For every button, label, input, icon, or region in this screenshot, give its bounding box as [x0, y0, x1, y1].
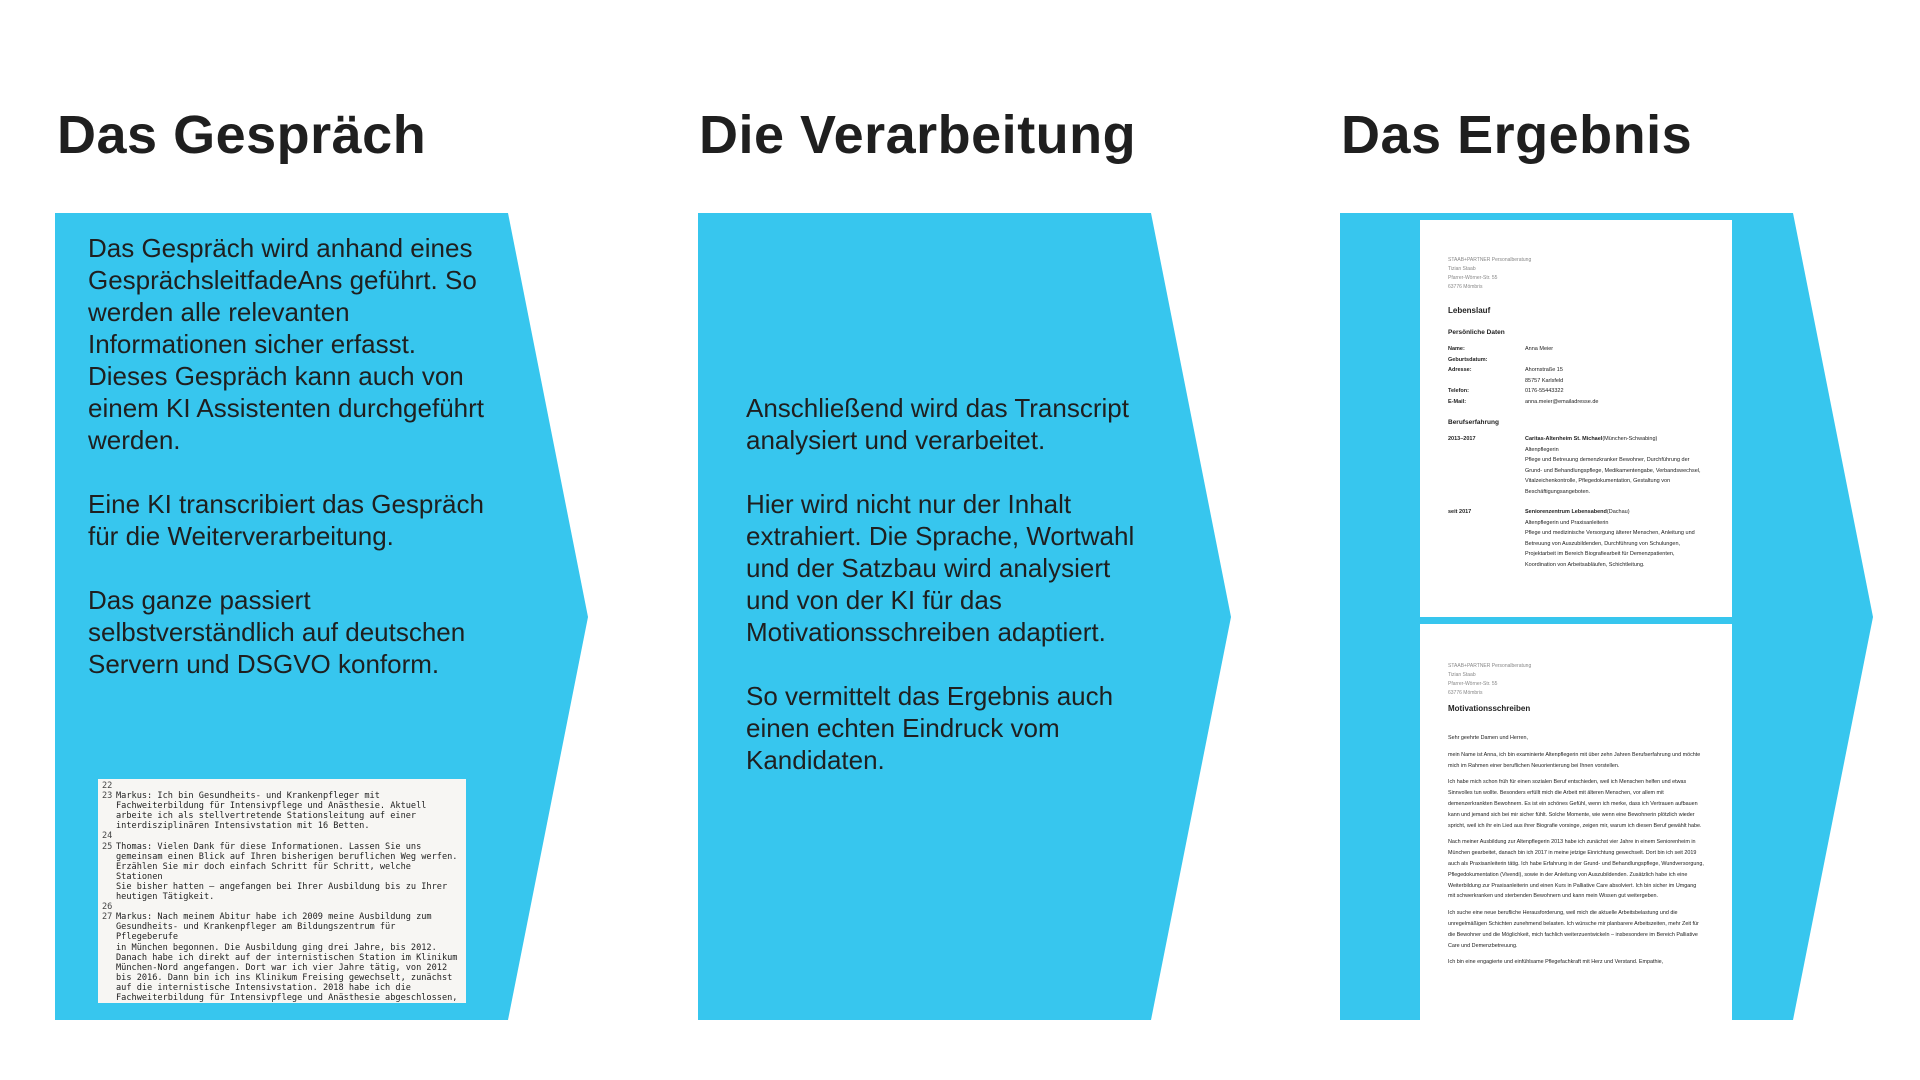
description: Pflege und Betreuung demenzkranker Bewoh…	[1525, 457, 1701, 495]
letterhead-line: STAAB+PARTNER Personalberatung	[1448, 257, 1532, 263]
personal-data-row: 85757 Karlsfeld	[1448, 376, 1704, 387]
field-value: anna.meier@emailadresse.de	[1525, 398, 1599, 405]
letter-title: Motivationsschreiben	[1448, 704, 1531, 713]
transcript-line: 25 Thomas: Vielen Dank für diese Informat…	[102, 842, 462, 903]
experience-entry: 2013–2017 Caritas-Altenheim St. Michael(M…	[1448, 434, 1704, 497]
personal-data-row: Adresse: Ahornstraße 15	[1448, 365, 1704, 376]
cv-title: Lebenslauf	[1448, 306, 1491, 315]
letterhead: STAAB+PARTNER Personalberatung Tizian St…	[1448, 256, 1704, 292]
role: Altenpflegerin	[1525, 446, 1559, 453]
experience-title: Berufserfahrung	[1448, 419, 1499, 426]
employer: Seniorenzentrum Lebensabend	[1525, 509, 1607, 515]
letter-paragraph: Ich suche eine neue berufliche Herausfor…	[1448, 910, 1699, 949]
description: Pflege und medizinische Versorgung älter…	[1525, 530, 1695, 568]
letterhead-line: 63776 Mömbris	[1448, 284, 1483, 290]
line-number: 23	[102, 791, 113, 802]
employer-line: Caritas-Altenheim St. Michael(München-Sc…	[1525, 434, 1704, 445]
letter-paragraph: Sehr geehrte Damen und Herren,	[1448, 735, 1529, 741]
letter-paragraph: Nach meiner Ausbildung zur Altenpflegeri…	[1448, 839, 1704, 900]
field-value: 0176-55443322	[1525, 388, 1564, 394]
heading-processing: Die Verarbeitung	[699, 105, 1137, 165]
paragraph: Das ganze passiert selbstverständlich au…	[88, 585, 466, 679]
transcript-line: 23 Markus: Ich bin Gesundheits- und Krank…	[102, 791, 462, 831]
line-number: 26	[102, 902, 113, 913]
field-value: Anna Meier	[1525, 346, 1554, 352]
letterhead-line: 63776 Mömbris	[1448, 690, 1483, 696]
field-value	[1525, 355, 1704, 366]
letter-paragraph: Ich bin eine engagierte und einfühlsame …	[1448, 959, 1664, 966]
line-text: Markus: Ich bin Gesundheits- und Kranken…	[116, 791, 427, 832]
conversation-text: Das Gespräch wird anhand eines Gesprächs…	[88, 232, 488, 712]
processing-text: Anschließend wird das Transcript analysi…	[746, 392, 1136, 808]
experience-entry: seit 2017 Seniorenzentrum Lebensabend(Dac…	[1448, 507, 1704, 570]
line-text: Thomas: Vielen Dank für diese Informatio…	[116, 841, 458, 903]
experience-details: Seniorenzentrum Lebensabend(Dachau) Alten…	[1525, 507, 1704, 570]
employer: Caritas-Altenheim St. Michael	[1525, 436, 1603, 442]
personal-data-row: E-Mail: anna.meier@emailadresse.de	[1448, 397, 1704, 408]
experience-period: seit 2017	[1448, 509, 1472, 515]
employer-place: (München-Schwabing)	[1602, 436, 1658, 442]
letterhead-line: Tizian Staab	[1448, 672, 1476, 678]
transcript-line: 27 Markus: Nach meinem Abitur habe ich 20…	[102, 912, 462, 1003]
field-label	[1448, 376, 1525, 387]
heading-result: Das Ergebnis	[1341, 105, 1693, 165]
field-label: E-Mail:	[1448, 398, 1467, 405]
field-value: 85757 Karlsfeld	[1525, 377, 1564, 384]
letter-paragraph: mein Name ist Anna, ich bin examinierte …	[1448, 751, 1701, 769]
experience-period: 2013–2017	[1448, 436, 1476, 442]
personal-data-row: Geburtsdatum:	[1448, 355, 1704, 366]
paragraph: So vermittelt das Ergebnis auch einen ec…	[746, 681, 1114, 775]
paragraph: Anschließend wird das Transcript analysi…	[746, 393, 1129, 455]
line-number: 27	[102, 912, 113, 923]
line-text: Markus: Nach meinem Abitur habe ich 2009…	[116, 912, 458, 1003]
line-number: 25	[102, 841, 113, 852]
paragraph: Das Gespräch wird anhand eines Gesprächs…	[88, 233, 485, 455]
motivation-letter-document: STAAB+PARTNER Personalberatung Tizian St…	[1420, 624, 1732, 1020]
transcript-line: 26	[102, 902, 462, 912]
letterhead-line: STAAB+PARTNER Personalberatung	[1448, 663, 1532, 669]
role: Altenpflegerin und Praxisanleiterin	[1525, 519, 1609, 526]
line-number: 22	[102, 781, 113, 791]
personal-data-row: Telefon: 0176-55443322	[1448, 386, 1704, 397]
letterhead-line: Tizian Staab	[1448, 266, 1476, 272]
field-label: Adresse:	[1448, 367, 1472, 373]
experience-details: Caritas-Altenheim St. Michael(München-Sc…	[1525, 434, 1704, 497]
paragraph: Eine KI transcribiert das Gespräch für d…	[88, 489, 484, 551]
personal-data-title: Persönliche Daten	[1448, 329, 1505, 336]
transcript-excerpt: 22 23 Markus: Ich bin Gesundheits- und Kra…	[98, 779, 466, 1003]
heading-conversation: Das Gespräch	[57, 105, 427, 165]
transcript-line: 22	[102, 781, 462, 791]
field-label: Name:	[1448, 346, 1465, 352]
employer-line: Seniorenzentrum Lebensabend(Dachau)	[1525, 507, 1704, 518]
letterhead-line: Pfarrer-Wörner-Str. 55	[1448, 681, 1498, 687]
transcript-line: 24	[102, 831, 462, 841]
chevron-panel-processing	[698, 213, 1231, 1020]
letterhead-line: Pfarrer-Wörner-Str. 55	[1448, 275, 1498, 281]
field-value: Ahornstraße 15	[1525, 367, 1563, 373]
cv-document: STAAB+PARTNER Personalberatung Tizian St…	[1420, 220, 1732, 617]
personal-data-row: Name: Anna Meier	[1448, 344, 1704, 355]
paragraph: Hier wird nicht nur der Inhalt extrahier…	[746, 489, 1135, 647]
letter-paragraph: Ich habe mich schon früh für einen sozia…	[1448, 779, 1702, 829]
employer-place: (Dachau)	[1606, 509, 1630, 515]
field-label: Geburtsdatum:	[1448, 356, 1488, 363]
line-number: 24	[102, 831, 113, 842]
field-label: Telefon:	[1448, 388, 1469, 394]
